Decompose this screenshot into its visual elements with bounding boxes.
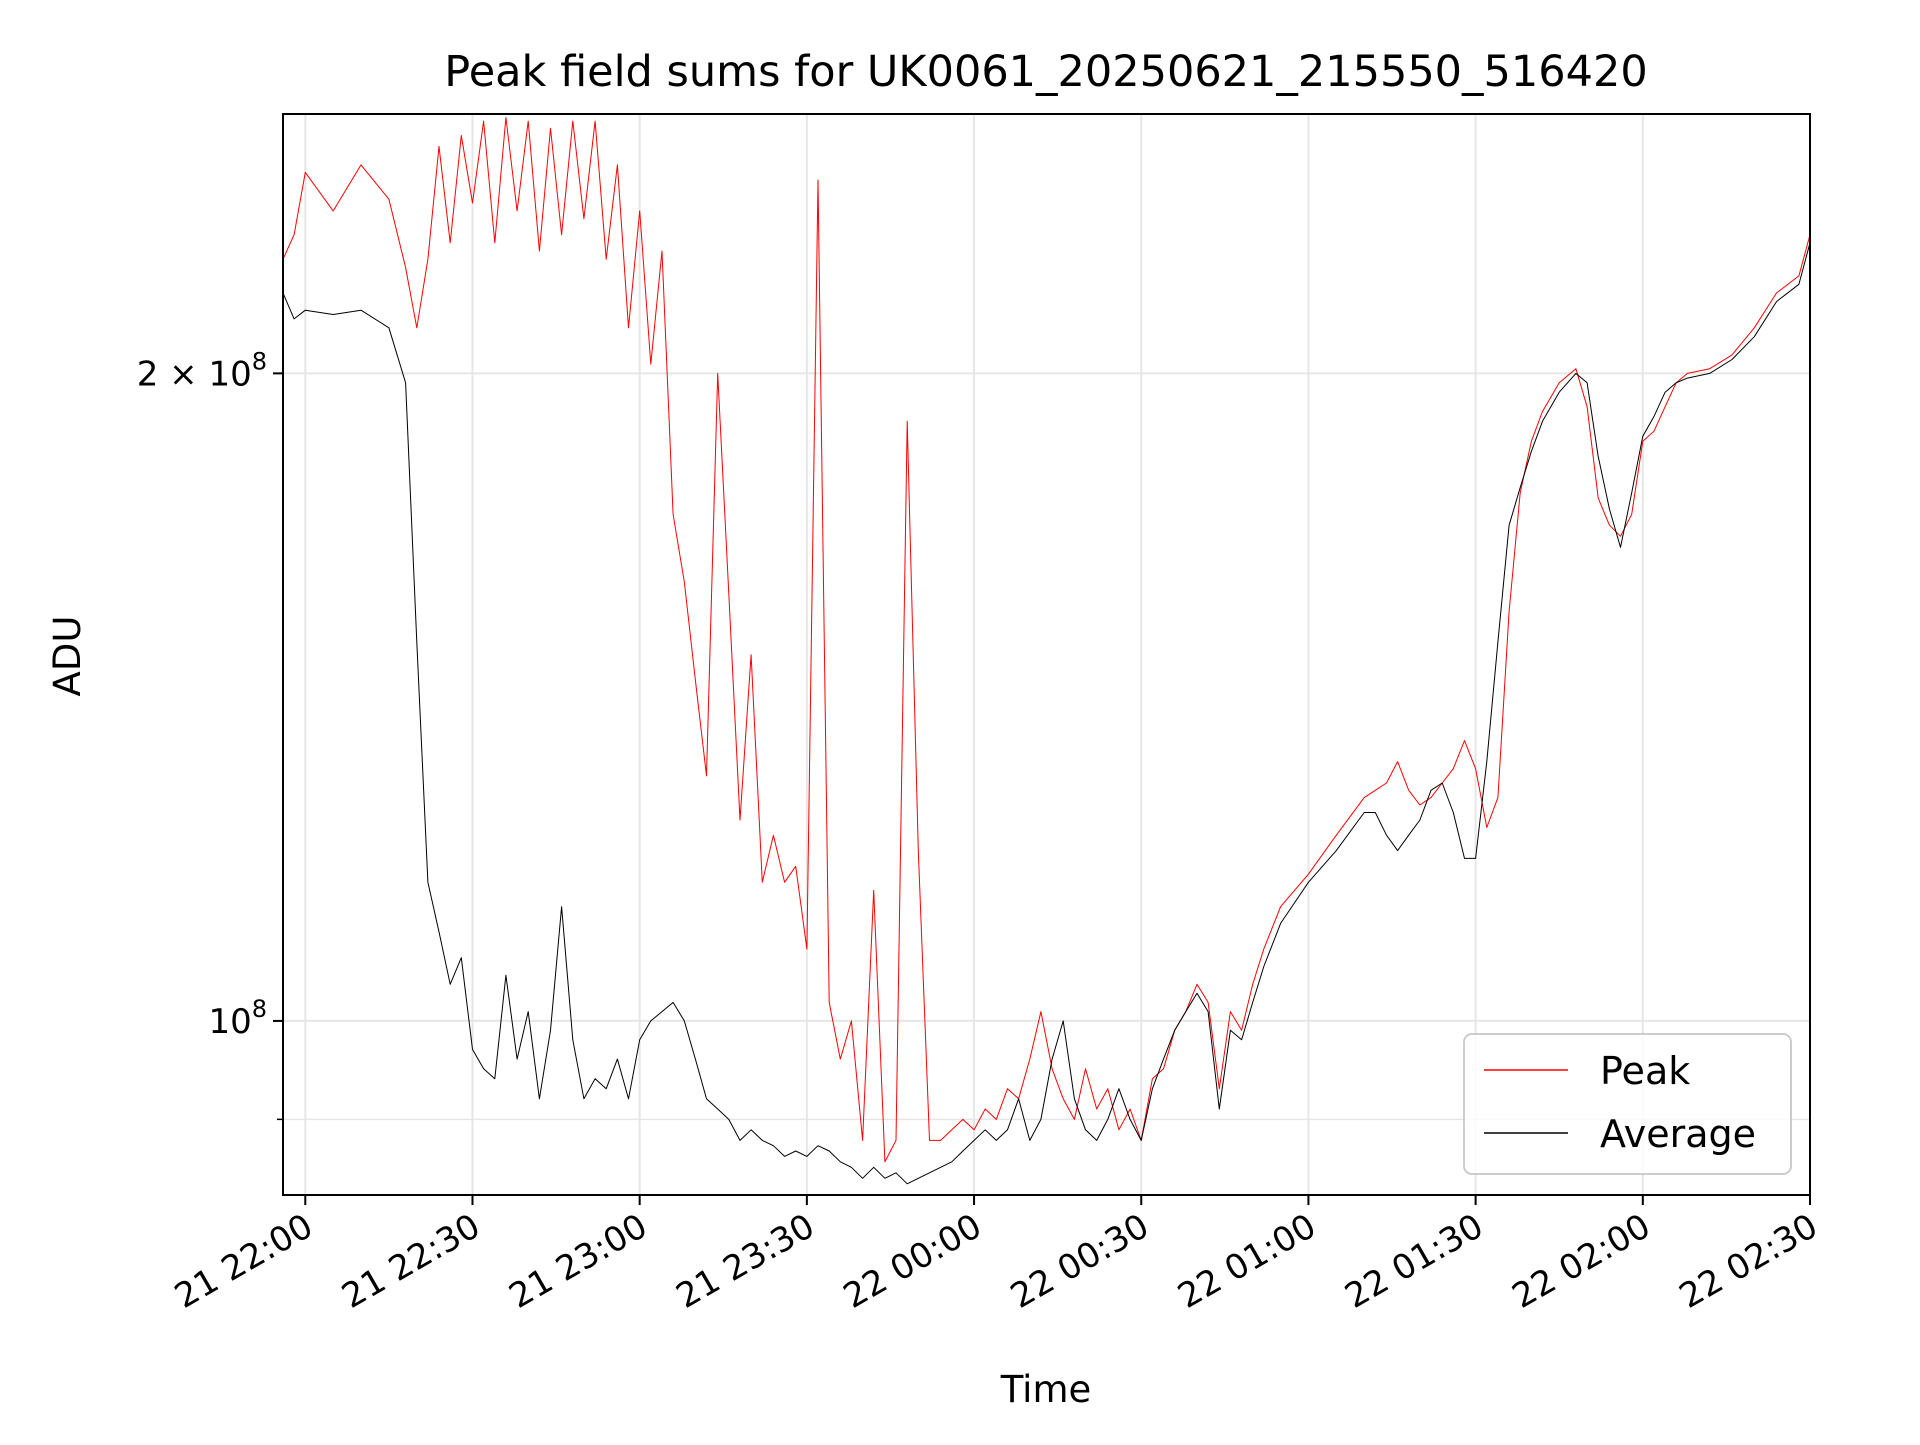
legend-label-peak: Peak [1600,1049,1690,1093]
x-axis-label: Time [1000,1368,1092,1411]
y-tick-label: 108 [208,995,267,1042]
series-layer [282,117,1811,1185]
legend-label-average: Average [1600,1112,1756,1156]
series-line-average [282,242,1811,1185]
series-line-peak [282,117,1811,1163]
y-axis-label: ADU [46,616,89,697]
legend: Peak Average [1463,1033,1792,1175]
chart-title: Peak field sums for UK0061_20250621_2155… [444,47,1647,97]
plot-frame [282,113,1811,1196]
legend-box [1463,1033,1792,1175]
y-tick-label: 2 × 108 [137,347,267,394]
